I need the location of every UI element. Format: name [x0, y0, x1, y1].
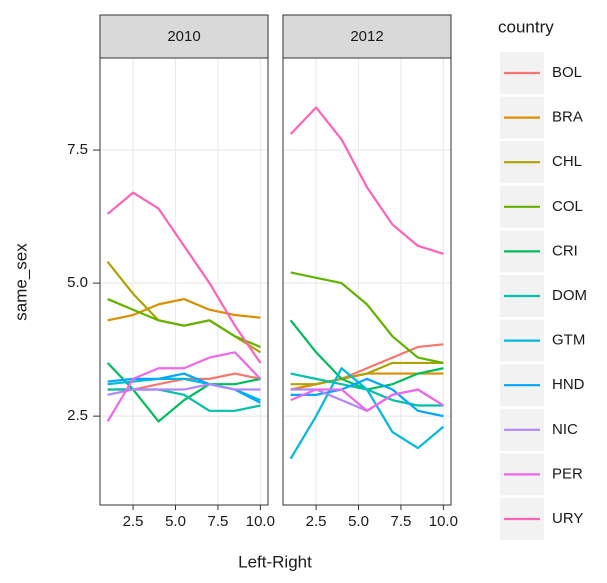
legend-label: URY: [552, 510, 583, 527]
y-axis-label: same_sex: [11, 243, 30, 321]
legend-label: HND: [552, 376, 585, 393]
line: [290, 271, 444, 364]
x-tick-label: 7.5: [208, 513, 229, 530]
x-tick-label: 10.0: [246, 513, 275, 530]
line: [289, 367, 445, 460]
legend-label: BOL: [552, 64, 582, 81]
line: [290, 377, 444, 418]
x-tick-label: 2.5: [123, 513, 144, 530]
legend-label: BRA: [552, 109, 583, 126]
panel-border: [99, 57, 269, 506]
line: [107, 297, 261, 322]
legend-label: PER: [552, 465, 583, 482]
legend-label: CRI: [552, 242, 578, 259]
x-tick-label: 5.0: [165, 513, 186, 530]
legend-label: CHL: [552, 153, 582, 170]
strip: [99, 14, 269, 59]
x-tick-label: 2.5: [306, 513, 327, 530]
line: [107, 298, 261, 348]
line: [106, 351, 262, 423]
y-tick-label: 2.5: [67, 407, 88, 424]
x-axis-label: Left-Right: [238, 552, 312, 571]
line: [289, 106, 444, 255]
y-tick-label: 5.0: [67, 274, 88, 291]
legend-title: country: [498, 17, 554, 36]
panel-border: [282, 57, 452, 506]
line: [107, 383, 261, 396]
x-tick-label: 10.0: [429, 513, 458, 530]
strip: [282, 14, 452, 59]
legend-label: DOM: [552, 287, 587, 304]
panel-background: [283, 58, 451, 505]
x-tick-label: 7.5: [391, 513, 412, 530]
y-tick-label: 7.5: [67, 141, 88, 158]
panel-background: [100, 58, 268, 505]
legend-label: NIC: [552, 421, 578, 438]
strip-label: 2010: [167, 28, 200, 45]
line: [290, 388, 444, 412]
strip-label: 2012: [350, 28, 383, 45]
line: [290, 361, 444, 386]
legend-label: COL: [552, 198, 583, 215]
line: [106, 191, 262, 364]
legend-label: GTM: [552, 332, 585, 349]
x-tick-label: 5.0: [348, 513, 369, 530]
